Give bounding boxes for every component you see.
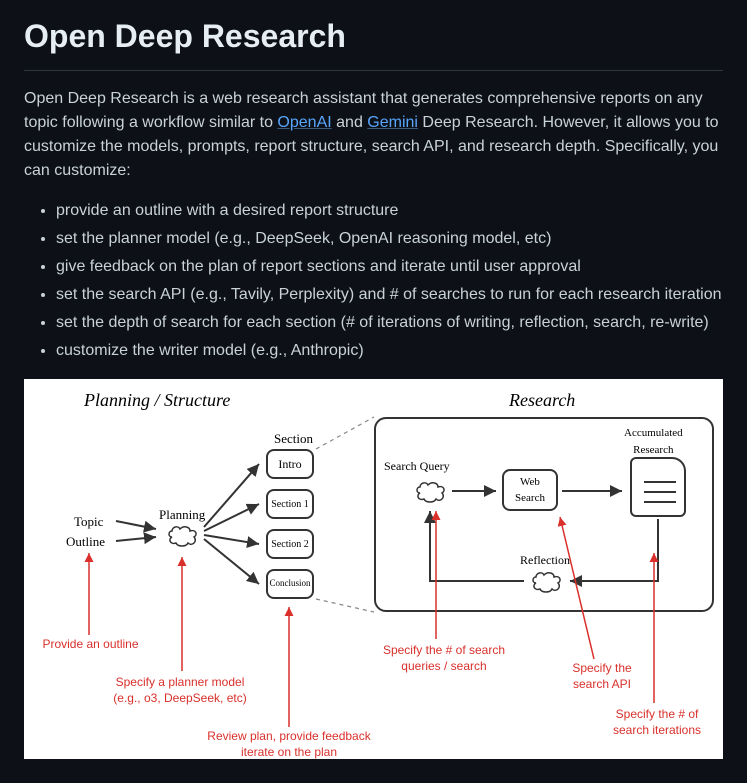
- annotation-planner-model: Specify a planner model (e.g., o3, DeepS…: [80, 675, 280, 706]
- feature-list: provide an outline with a desired report…: [24, 199, 723, 363]
- gemini-link[interactable]: Gemini: [367, 114, 418, 131]
- openai-link[interactable]: OpenAI: [277, 114, 331, 131]
- list-item: set the depth of search for each section…: [56, 311, 723, 335]
- workflow-diagram: Planning / Structure Research Topic Outl…: [24, 379, 723, 759]
- list-item: give feedback on the plan of report sect…: [56, 255, 723, 279]
- list-item: customize the writer model (e.g., Anthro…: [56, 339, 723, 363]
- intro-paragraph: Open Deep Research is a web research ass…: [24, 87, 723, 183]
- annotation-num-iterations: Specify the # of search iterations: [592, 707, 722, 738]
- page-title: Open Deep Research: [24, 0, 723, 71]
- list-item: set the planner model (e.g., DeepSeek, O…: [56, 227, 723, 251]
- annotation-provide-outline: Provide an outline: [28, 637, 153, 653]
- annotation-num-queries: Specify the # of search queries / search: [354, 643, 534, 674]
- list-item: provide an outline with a desired report…: [56, 199, 723, 223]
- intro-text-mid: and: [336, 114, 367, 131]
- annotation-review-plan: Review plan, provide feedback iterate on…: [164, 729, 414, 759]
- annotation-search-api: Specify the search API: [552, 661, 652, 692]
- list-item: set the search API (e.g., Tavily, Perple…: [56, 283, 723, 307]
